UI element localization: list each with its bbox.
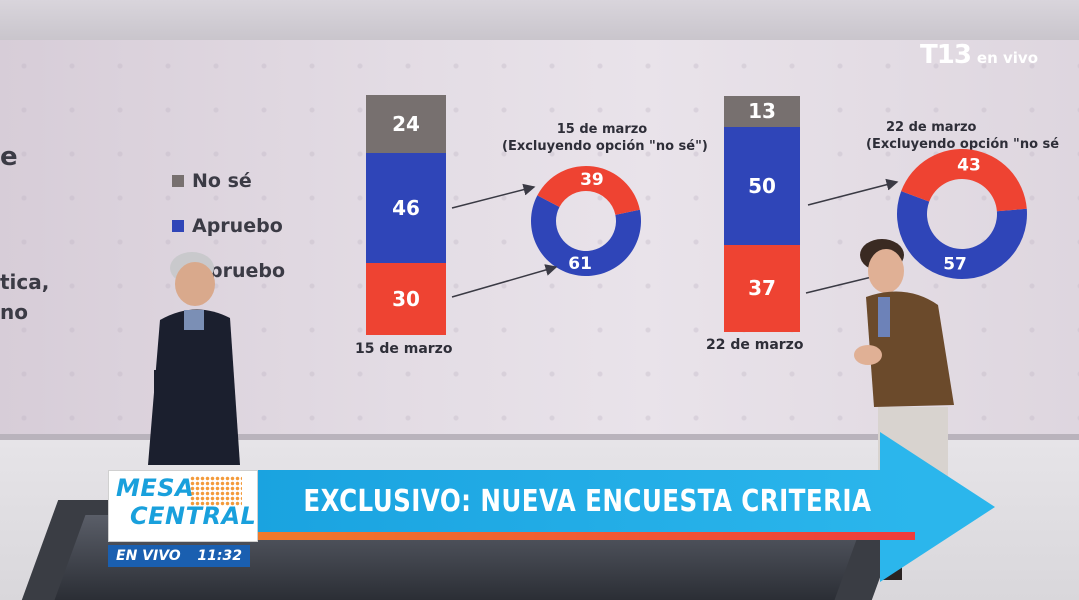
program-logo-word-2: CENTRAL <box>130 502 257 530</box>
arrow-apruebo-1 <box>451 183 536 209</box>
bar-value-apruebo: 46 <box>392 195 420 220</box>
presenter-left <box>148 252 240 465</box>
cut-off-text-tica: tica, <box>0 270 50 294</box>
donut-label-apruebo: 57 <box>943 255 967 275</box>
donut-title-22-marzo: 22 de marzo (Excluyendo opción "no sé <box>866 119 1079 153</box>
donut-subtitle: (Excluyendo opción "no sé <box>866 137 1060 152</box>
headline-banner: EXCLUSIVO: NUEVA ENCUESTA CRITERIA <box>255 470 920 532</box>
donut-label-desapruebo: 43 <box>957 156 981 176</box>
stacked-bar-15-marzo: 24 46 30 <box>366 95 446 335</box>
stacked-bar-22-marzo: 13 50 37 <box>724 96 800 332</box>
live-time: 11:32 <box>197 548 242 564</box>
donut-chart-15-marzo: 61 39 <box>531 165 641 276</box>
arrow-apruebo-2 <box>807 178 899 206</box>
bar-value-desapruebo: 37 <box>748 276 776 301</box>
donut-slice-apruebo <box>897 191 1028 279</box>
arrow-desapruebo-1 <box>451 264 558 298</box>
donut-title-date: 22 de marzo <box>886 120 977 135</box>
legend-swatch-apruebo <box>172 219 184 232</box>
cut-off-text-no: no <box>0 300 28 324</box>
channel-live-text: en vivo <box>976 49 1038 67</box>
donut-slice-desapruebo <box>537 165 640 215</box>
bar-value-no-se: 13 <box>748 99 776 124</box>
studio-ceiling <box>0 0 1079 40</box>
donut-chart-22-marzo: 57 43 <box>897 148 1028 279</box>
donut-label-apruebo: 61 <box>568 254 592 274</box>
legend-label-apruebo: Apruebo <box>192 214 283 237</box>
bar-label-15-marzo: 15 de marzo <box>355 341 453 357</box>
legend-label-no-se: No sé <box>192 169 252 192</box>
headline-text: EXCLUSIVO: NUEVA ENCUESTA CRITERIA <box>303 483 872 519</box>
donut-title-15-marzo: 15 de marzo (Excluyendo opción "no sé") <box>502 121 708 155</box>
bar-label-22-marzo: 22 de marzo <box>706 337 804 353</box>
bar-segment-no-se: 13 <box>724 96 800 127</box>
program-logo-word-1: MESA <box>116 474 195 502</box>
legend-item-no-se: No sé <box>172 158 285 203</box>
headline-accent-strip <box>255 532 915 540</box>
donut-subtitle: (Excluyendo opción "no sé") <box>502 139 708 154</box>
bar-segment-desapruebo: 37 <box>724 244 800 332</box>
live-time-box: EN VIVO 11:32 <box>108 545 250 567</box>
cut-off-text-e: e <box>0 142 18 172</box>
bar-segment-no-se: 24 <box>366 95 446 153</box>
donut-label-desapruebo: 39 <box>580 170 604 190</box>
arrow-desapruebo-2 <box>805 271 882 294</box>
bar-segment-apruebo: 50 <box>724 126 800 245</box>
live-label: EN VIVO <box>116 548 181 564</box>
program-logo-dots <box>190 476 242 506</box>
bar-segment-desapruebo: 30 <box>366 263 446 335</box>
donut-title-date: 15 de marzo <box>556 122 648 137</box>
bar-value-desapruebo: 30 <box>392 287 420 311</box>
bar-value-apruebo: 50 <box>748 173 776 198</box>
donut-slice-apruebo <box>531 195 641 276</box>
bar-value-no-se: 24 <box>392 111 420 136</box>
channel-logo: T13 en vivo <box>920 40 1038 70</box>
legend-item-apruebo: Apruebo <box>172 203 285 248</box>
bar-segment-apruebo: 46 <box>366 152 446 263</box>
channel-logo-text: T13 <box>920 40 972 70</box>
legend-swatch-no-se <box>172 174 184 187</box>
donut-slice-desapruebo <box>901 148 1027 212</box>
